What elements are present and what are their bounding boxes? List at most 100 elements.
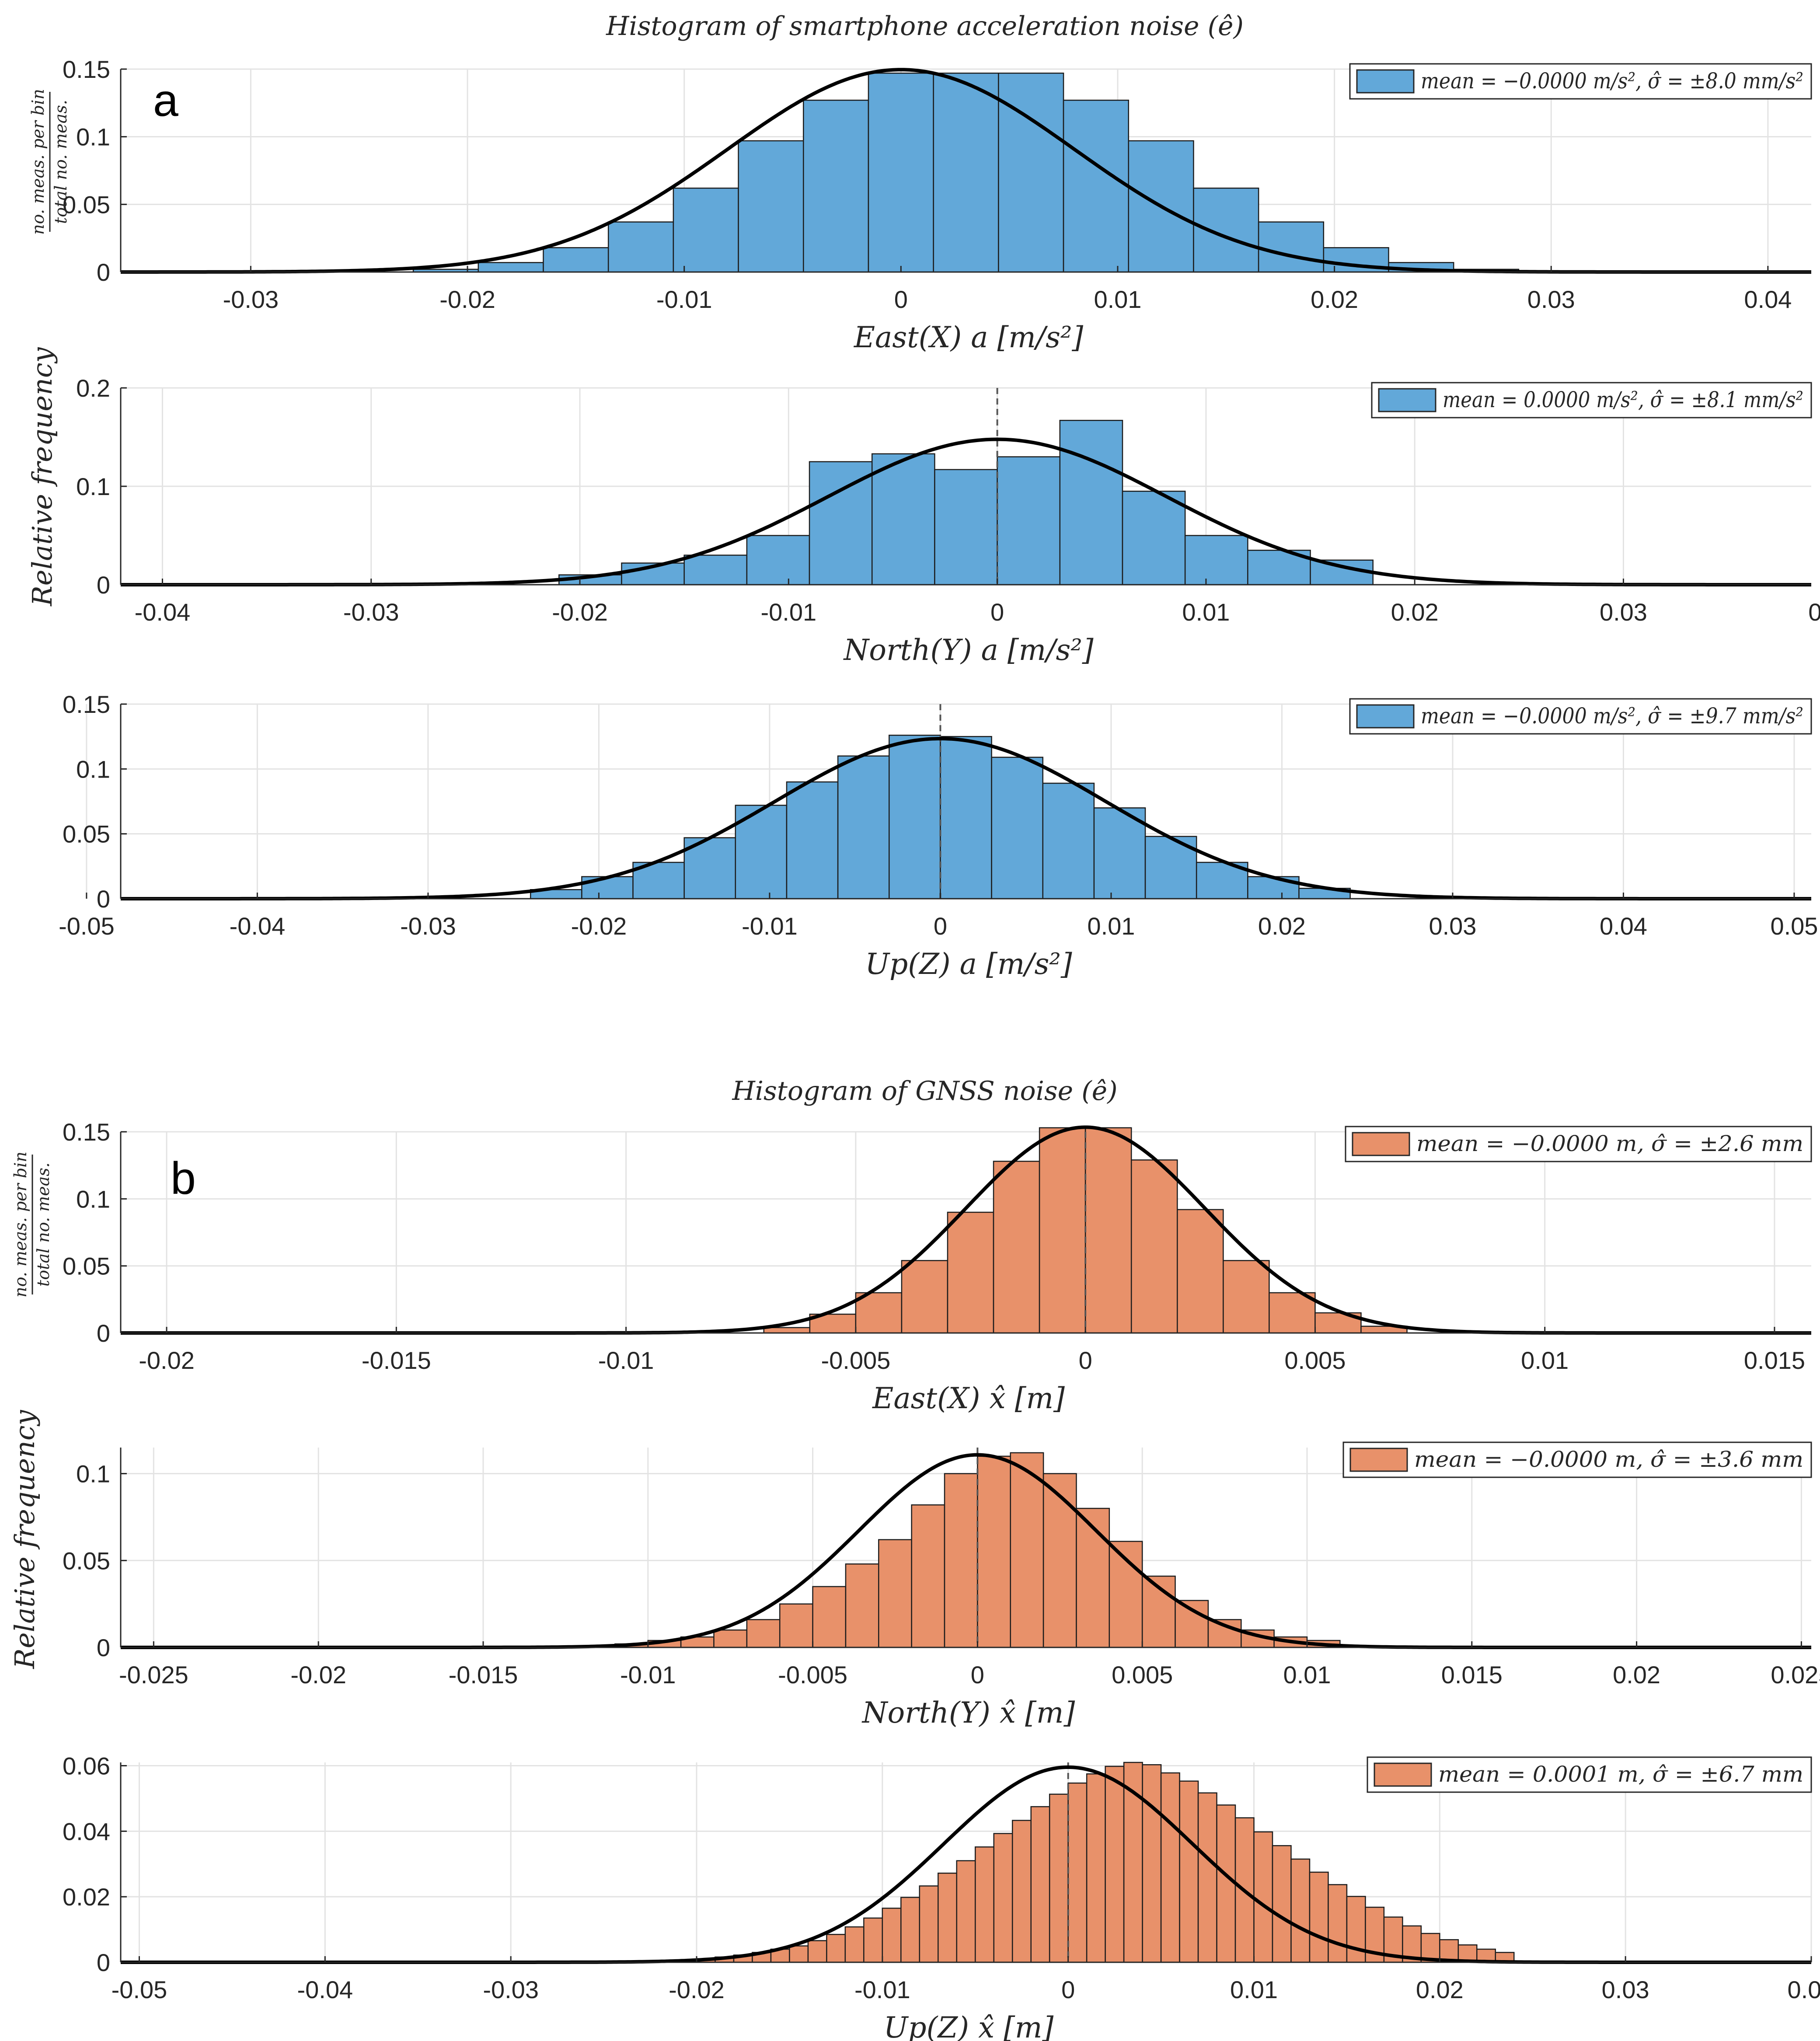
x-tick-label: -0.025 xyxy=(119,1661,188,1689)
histogram-bar xyxy=(878,1539,912,1648)
histogram-bar xyxy=(993,1161,1040,1334)
x-tick-label: 0.03 xyxy=(1429,912,1476,940)
x-tick-label: 0.03 xyxy=(1527,286,1575,313)
histogram-bar xyxy=(1059,420,1123,586)
x-tick-label: 0.01 xyxy=(1087,912,1135,940)
histogram-bar xyxy=(977,1455,1011,1648)
histogram-bar xyxy=(1011,1820,1032,1963)
x-tick-label: -0.02 xyxy=(669,1976,725,2003)
legend-swatch xyxy=(1356,69,1415,94)
group-a-ylabel: Relative frequency no. meas. per bin tot… xyxy=(26,89,70,607)
x-tick-label: 0.02 xyxy=(1613,1661,1660,1689)
x-tick-label: -0.04 xyxy=(135,598,191,626)
histogram-bar xyxy=(1086,1773,1106,1963)
y-tick-label: 0.05 xyxy=(63,820,110,848)
histogram-bar xyxy=(889,734,941,900)
histogram-bar xyxy=(1160,1772,1180,1963)
x-tick-label: -0.01 xyxy=(742,912,798,940)
y-tick-label: 0.15 xyxy=(63,1118,110,1146)
histogram-bar xyxy=(1258,221,1325,273)
ylabel-unit-den: total no. meas. xyxy=(34,1162,53,1287)
y-tick-label: 0 xyxy=(97,1319,110,1347)
histogram-bar xyxy=(997,456,1061,586)
histogram-bar xyxy=(1010,1452,1044,1648)
x-tick-label: -0.01 xyxy=(598,1347,654,1374)
legend-box xyxy=(1349,63,1812,100)
x-tick-label: -0.05 xyxy=(59,912,115,940)
x-tick-label: -0.05 xyxy=(112,1976,167,2003)
histogram-panel-6: -0.05 -0.04 -0.03 -0.02 -0.01 0 0.01 0.02 0.03 0.… xyxy=(63,1752,1820,2041)
x-tick-label: 0.04 xyxy=(1600,912,1647,940)
group-a-title: Histogram of smartphone acceleration noi… xyxy=(606,11,1244,42)
histogram-bar xyxy=(900,1897,920,1963)
legend-box xyxy=(1371,382,1812,419)
x-tick-label: 0 xyxy=(934,912,947,940)
y-tick-label: 0.15 xyxy=(63,691,110,718)
histogram-bar xyxy=(1328,1884,1348,1963)
histogram-bar xyxy=(786,781,839,900)
histogram-bar xyxy=(1063,99,1129,273)
group-b-ylabel: Relative frequency no. meas. per bin tot… xyxy=(9,1151,53,1669)
x-tick-label: 0.01 xyxy=(1283,1661,1331,1689)
histogram-bar xyxy=(809,461,873,586)
histogram-bar xyxy=(789,1945,809,1963)
histogram-bar xyxy=(1039,1127,1086,1334)
x-tick-label: -0.04 xyxy=(297,1976,353,2003)
histogram-panels: -0.03 -0.02 -0.01 0 0.01 0.02 0.03 0.04 0 0.05 0.1… xyxy=(59,56,1820,2041)
histogram-panel-2: -0.04 -0.03 -0.02 -0.01 0 0.01 0.02 0.03 0.04 0 0.… xyxy=(76,374,1820,667)
x-tick-label: 0.015 xyxy=(1441,1661,1503,1689)
y-tick-label: 0.1 xyxy=(76,1460,110,1488)
histogram-bar xyxy=(1076,1507,1110,1648)
histogram-bar xyxy=(746,535,810,586)
legend: mean = 0.0001 m, σ̂ = ±6.7 mm xyxy=(1367,1756,1812,1793)
legend: mean = −0.0000 m, σ̂ = ±3.6 mm xyxy=(1342,1441,1812,1478)
histogram-bar xyxy=(1142,1764,1162,1963)
x-tick-label: -0.02 xyxy=(139,1347,195,1374)
x-tick-label: -0.03 xyxy=(483,1976,539,2003)
histogram-bar xyxy=(607,221,674,273)
histogram-bar xyxy=(974,1846,994,1963)
ylabel-text: Relative frequency xyxy=(26,347,58,607)
histogram-bar xyxy=(1184,535,1248,586)
x-tick-label: 0 xyxy=(1079,1347,1092,1374)
histogram-bar xyxy=(868,73,934,273)
y-tick-label: 0.06 xyxy=(63,1752,110,1779)
histogram-bar xyxy=(763,1327,811,1334)
legend-label: mean = −0.0000 m/s², σ̂ = ±8.0 mm/s² xyxy=(1421,68,1803,94)
histogram-bar xyxy=(1030,1806,1050,1963)
histogram-bar xyxy=(812,1586,847,1648)
histogram-bar xyxy=(1130,1159,1178,1334)
x-tick-label: 0.02 xyxy=(1416,1976,1464,2003)
x-tick-label: 0 xyxy=(990,598,1004,626)
histogram-bar xyxy=(738,140,804,273)
histogram-bar xyxy=(837,755,890,900)
histogram-panel-1: -0.03 -0.02 -0.01 0 0.01 0.02 0.03 0.04 0 0.05 0.1… xyxy=(63,56,1812,354)
histogram-bar xyxy=(947,1211,994,1334)
histogram-panel-5: -0.025 -0.02 -0.015 -0.01 -0.005 0 0.005 0.01 0.… xyxy=(63,1441,1820,1730)
x-tick-label: -0.03 xyxy=(400,912,456,940)
histogram-bar xyxy=(1309,1871,1329,1963)
histogram-panel-4: -0.02 -0.015 -0.01 -0.005 0 0.005 0.01 0.015 0 0.… xyxy=(63,1118,1812,1415)
histogram-bar xyxy=(1179,1780,1199,1963)
histogram-bar xyxy=(1269,1292,1316,1334)
histogram-bar xyxy=(845,1563,879,1648)
x-tick-label: 0.02 xyxy=(1391,598,1439,626)
x-axis-label: North(Y) a [m/s²] xyxy=(843,633,1093,667)
x-tick-label: 0.04 xyxy=(1744,286,1792,313)
histogram-bar xyxy=(1223,1260,1270,1334)
histogram-bar xyxy=(1346,1896,1366,1963)
legend-label: mean = −0.0000 m, σ̂ = ±2.6 mm xyxy=(1416,1131,1803,1156)
y-tick-label: 0 xyxy=(97,571,110,599)
legend: mean = −0.0000 m/s², σ̂ = ±9.7 mm/s² xyxy=(1349,698,1812,735)
y-tick-label: 0 xyxy=(97,1634,110,1661)
histogram-bar xyxy=(1122,491,1186,586)
histogram-bar xyxy=(1175,1600,1209,1648)
histogram-bar xyxy=(940,736,992,900)
x-axis-label: Up(Z) a [m/s²] xyxy=(865,947,1072,981)
ylabel-unit-num: no. meas. per bin xyxy=(28,89,48,235)
x-tick-label: -0.005 xyxy=(821,1347,890,1374)
x-tick-label: -0.03 xyxy=(223,286,279,313)
histogram-bar xyxy=(1310,559,1374,586)
x-tick-label: -0.02 xyxy=(439,286,495,313)
x-axis-label: East(X) x̂ [m] xyxy=(872,1382,1065,1415)
